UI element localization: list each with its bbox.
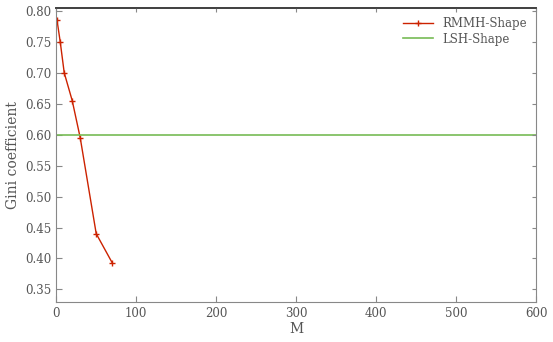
LSH-Shape (53, 133, 60, 137)
RMMH-Shape (93, 232, 100, 236)
LSH-Shape (54, 133, 60, 137)
X-axis label: M: M (289, 323, 303, 337)
Legend: RMMH-Shape, LSH-Shape: RMMH-Shape, LSH-Shape (400, 14, 530, 49)
Line: RMMH-Shape: RMMH-Shape (54, 17, 116, 266)
RMMH-Shape (109, 261, 116, 265)
RMMH-Shape (69, 98, 76, 103)
RMMH-Shape (54, 18, 60, 22)
RMMH-Shape (57, 40, 64, 44)
Y-axis label: Gini coefficient: Gini coefficient (6, 101, 19, 209)
RMMH-Shape (61, 71, 67, 75)
RMMH-Shape (77, 136, 84, 140)
